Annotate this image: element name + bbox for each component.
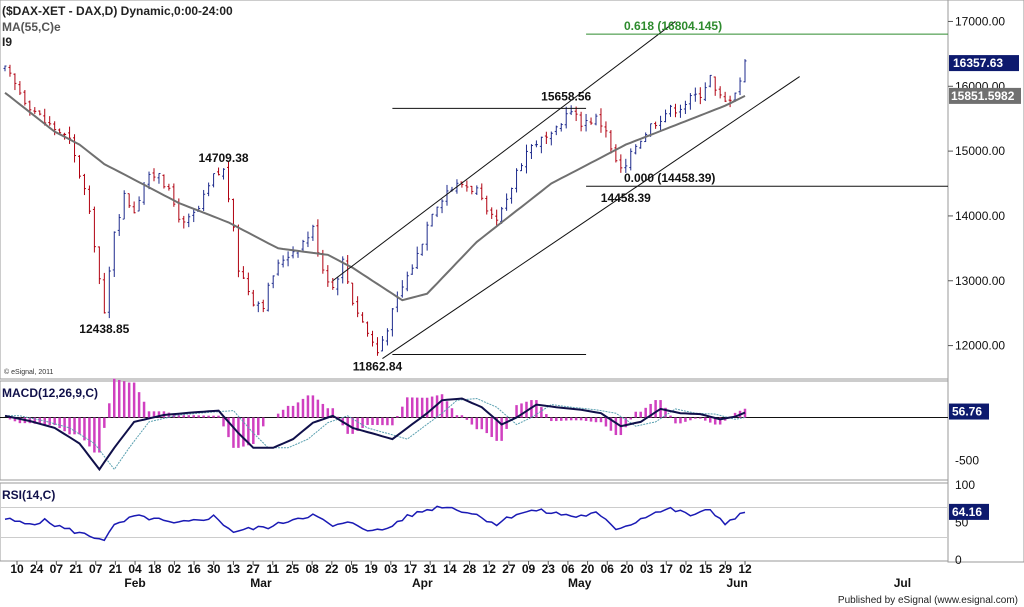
- x-day-label: 06: [601, 562, 615, 576]
- x-day-label: 27: [502, 562, 516, 576]
- x-month-label: Feb: [124, 576, 145, 590]
- price-annotation: 11862.84: [353, 359, 403, 373]
- price-y-tick-label: 14000.00: [955, 209, 1005, 223]
- x-day-label: 29: [719, 562, 733, 576]
- x-day-label: 20: [581, 562, 595, 576]
- price-y-tick-label: 17000.00: [955, 14, 1005, 28]
- x-day-label: 28: [463, 562, 477, 576]
- x-day-label: 21: [109, 562, 123, 576]
- rsi-panel: [0, 482, 949, 562]
- x-day-label: 10: [10, 562, 24, 576]
- x-day-label: 16: [187, 562, 201, 576]
- macd-line: [4, 397, 746, 472]
- price-y-tick-label: 12000.00: [955, 339, 1005, 353]
- macd-value-label: 56.76: [952, 405, 982, 419]
- published-by: Published by eSignal (www.esignal.com): [838, 595, 1018, 606]
- rsi-y-tick-label: 100: [955, 478, 975, 492]
- price-annotation: 15658.56: [541, 89, 591, 103]
- x-month-label: Jul: [894, 576, 911, 590]
- x-day-label: 21: [69, 562, 83, 576]
- last-ma-label: 15851.5982: [951, 89, 1015, 103]
- rsi-label: RSI(14,C): [2, 488, 55, 502]
- moving-average-line: [4, 92, 746, 302]
- x-day-label: 02: [679, 562, 693, 576]
- ma-label: MA(55,C)e: [2, 20, 61, 34]
- price-panel: [0, 0, 949, 380]
- macd-panel: [0, 380, 949, 481]
- price-y-tick-label: 13000.00: [955, 274, 1005, 288]
- last-ma-box: [949, 87, 1021, 104]
- x-day-label: 23: [542, 562, 556, 576]
- price-y-tick-label: 15000.00: [955, 144, 1005, 158]
- rsi-value-box: [949, 503, 989, 520]
- x-day-label: 17: [404, 562, 418, 576]
- macd-y-tick-label: -500: [955, 454, 979, 468]
- x-day-label: 03: [384, 562, 398, 576]
- x-day-label: 25: [286, 562, 300, 576]
- channel-upper-line: [332, 21, 676, 282]
- x-day-label: 18: [148, 562, 162, 576]
- last-price-label: 16357.63: [953, 56, 1003, 70]
- x-day-label: 22: [325, 562, 339, 576]
- rsi-y-tick-label: 0: [955, 553, 962, 567]
- x-day-label: 27: [246, 562, 260, 576]
- copyright: © eSignal, 2011: [4, 368, 54, 376]
- x-day-label: 11: [266, 562, 279, 576]
- x-day-label: 05: [345, 562, 359, 576]
- x-day-label: 17: [660, 562, 674, 576]
- x-day-label: 13: [227, 562, 241, 576]
- x-day-label: 03: [640, 562, 654, 576]
- chart-title: ($DAX-XET - DAX,D) Dynamic,0:00-24:00: [2, 4, 233, 18]
- x-day-label: 24: [30, 562, 44, 576]
- x-day-label: 09: [522, 562, 536, 576]
- rsi-value-label: 64.16: [952, 505, 982, 519]
- x-day-label: 12: [738, 562, 752, 576]
- x-month-label: Jun: [726, 576, 747, 590]
- x-day-label: 06: [561, 562, 575, 576]
- x-day-label: 19: [364, 562, 378, 576]
- level-label: 0.618 (16804.145): [624, 19, 722, 33]
- macd-signal-line: [5, 397, 746, 471]
- cursor-label: I9: [2, 35, 12, 49]
- x-day-label: 04: [128, 562, 142, 576]
- price-annotation: 14709.38: [198, 151, 248, 165]
- x-month-label: May: [568, 576, 592, 590]
- x-month-label: Apr: [412, 576, 433, 590]
- rsi-line: [4, 505, 746, 542]
- x-month-label: Mar: [250, 576, 272, 590]
- x-day-label: 02: [168, 562, 182, 576]
- x-day-label: 14: [443, 562, 457, 576]
- x-day-label: 30: [207, 562, 221, 576]
- channel-lower-line: [382, 76, 800, 359]
- price-annotation: 14458.39: [601, 191, 651, 205]
- price-annotation: 12438.85: [79, 322, 129, 336]
- level-label: 0.000 (14458.39): [624, 171, 715, 185]
- x-day-label: 08: [305, 562, 319, 576]
- macd-label: MACD(12,26,9,C): [2, 386, 98, 400]
- last-price-box: [949, 55, 1019, 72]
- macd-value-box: [949, 403, 989, 420]
- x-day-label: 07: [50, 562, 64, 576]
- x-day-label: 07: [89, 562, 103, 576]
- x-day-label: 31: [424, 562, 438, 576]
- x-day-label: 20: [620, 562, 634, 576]
- x-day-label: 12: [483, 562, 497, 576]
- x-day-label: 15: [699, 562, 713, 576]
